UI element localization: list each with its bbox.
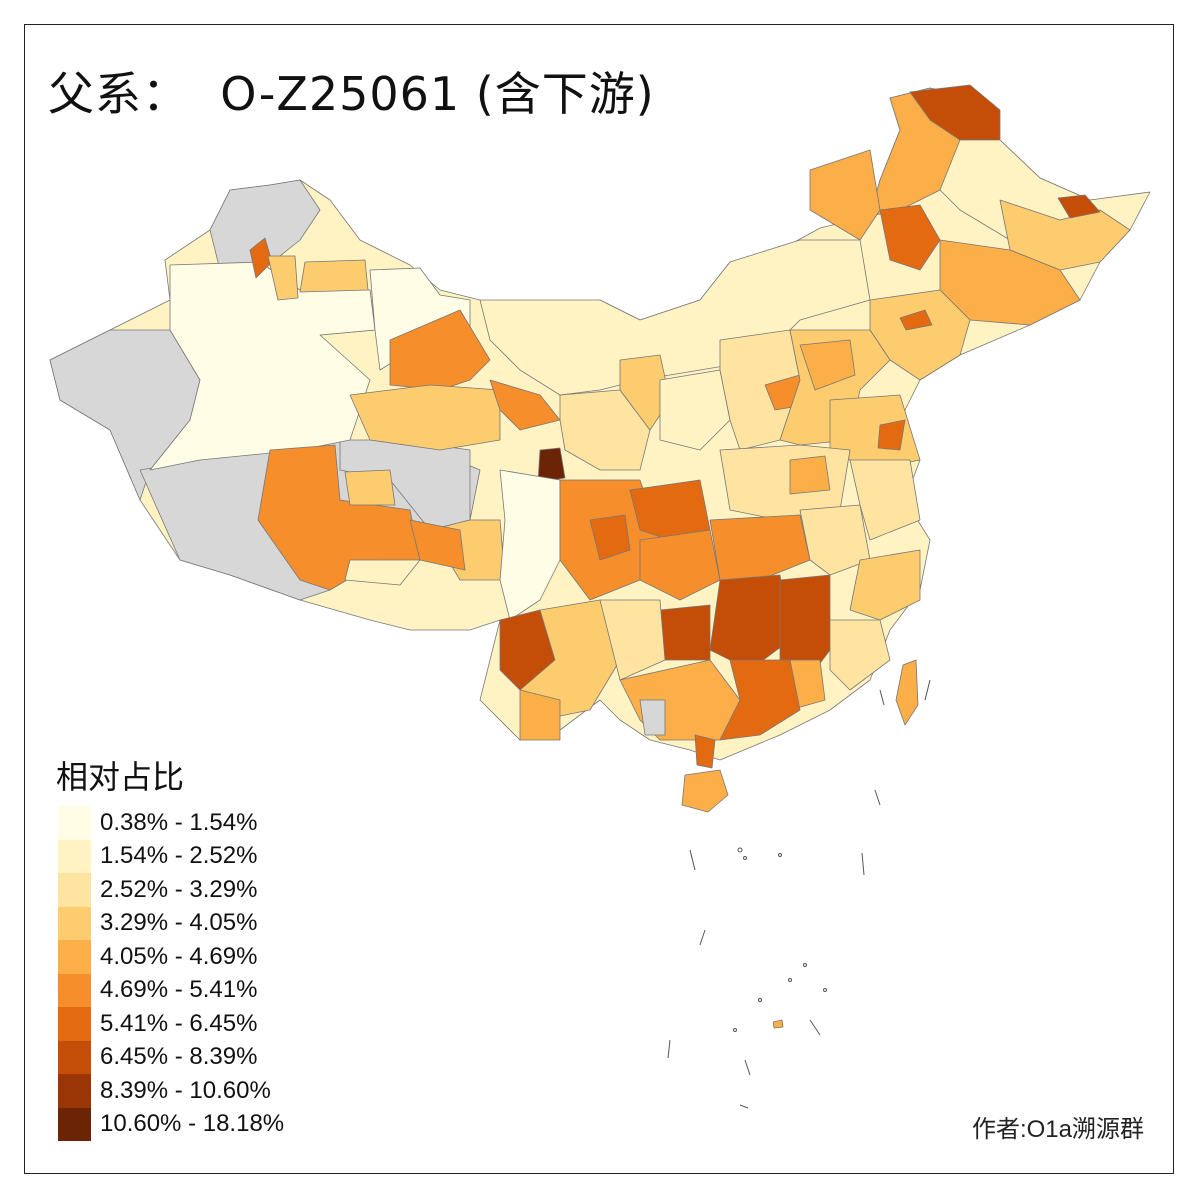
region-inner-mongolia-xingan xyxy=(879,204,941,271)
region-hubei xyxy=(709,514,811,581)
region-liaoning-chaoyang xyxy=(899,309,933,331)
region-tibet-qamdo xyxy=(409,519,466,571)
region-qinghai-xining xyxy=(537,447,566,483)
map-frame xyxy=(24,24,1174,1174)
region-shaanxi-south xyxy=(629,479,711,541)
region-shandong-qingdao xyxy=(877,419,906,451)
legend-row: 4.69% - 5.41% xyxy=(58,973,257,1007)
region-inner-mongolia-hulunbuir xyxy=(809,149,881,241)
legend-label: 5.41% - 6.45% xyxy=(100,1009,258,1037)
legend-label: 1.54% - 2.52% xyxy=(100,842,258,870)
region-yunnan-south xyxy=(519,689,561,741)
legend-label: 3.29% - 4.05% xyxy=(100,909,258,937)
legend: 0.38% - 1.54% 1.54% - 2.52% 2.52% - 3.29… xyxy=(58,806,284,1141)
legend-row: 3.29% - 4.05% xyxy=(58,906,257,940)
region-xinjiang-yili xyxy=(299,259,369,293)
region-anhui xyxy=(799,504,871,576)
legend-swatch xyxy=(58,940,91,974)
region-guangdong xyxy=(719,659,801,741)
legend-row: 4.05% - 4.69% xyxy=(58,940,257,974)
region-xinjiang-bortala xyxy=(267,255,299,301)
author-credit: 作者:O1a溯源群 xyxy=(971,1116,1144,1143)
legend-row: 2.52% - 3.29% xyxy=(58,873,257,907)
legend-label: 0.38% - 1.54% xyxy=(100,808,258,836)
region-hunan-north xyxy=(709,574,791,671)
region-inner-mongolia-west xyxy=(479,239,871,396)
region-heilongjiang-jixi xyxy=(1057,194,1101,219)
legend-swatch xyxy=(58,873,91,907)
south-china-sea-islands xyxy=(667,679,931,1109)
legend-label: 4.69% - 5.41% xyxy=(100,976,258,1004)
region-zhejiang xyxy=(849,549,921,621)
region-tibet-shannan xyxy=(344,559,421,586)
region-guangdong-zhanjiang xyxy=(694,734,716,769)
region-henan-zhoukou xyxy=(789,455,831,495)
region-sichuan-chengdu xyxy=(589,514,631,561)
region-guangxi-baise-nodata xyxy=(639,699,666,736)
region-qinghai-haixi xyxy=(349,384,501,451)
legend-label: 4.05% - 4.69% xyxy=(100,942,258,970)
legend-label: 2.52% - 3.29% xyxy=(100,875,258,903)
legend-swatch xyxy=(58,906,91,940)
legend-row: 5.41% - 6.45% xyxy=(58,1007,257,1041)
legend-swatch xyxy=(58,1074,91,1108)
legend-title: 相对占比 xyxy=(56,758,185,796)
region-tibet-nagqu xyxy=(344,469,396,506)
legend-label: 6.45% - 8.39% xyxy=(100,1043,258,1071)
legend-swatch xyxy=(58,973,91,1007)
region-gansu-jiuquan xyxy=(389,309,491,391)
region-chongqing xyxy=(639,529,721,601)
map-title: 父系： O-Z25061 (含下游) xyxy=(48,67,655,121)
legend-label: 8.39% - 10.60% xyxy=(100,1076,271,1104)
region-hainan xyxy=(681,769,729,813)
region-fujian xyxy=(829,619,891,691)
legend-row: 1.54% - 2.52% xyxy=(58,839,257,873)
legend-row: 10.60% - 18.18% xyxy=(58,1107,284,1141)
legend-swatch xyxy=(58,806,91,840)
legend-swatch xyxy=(58,1007,91,1041)
island-highlight xyxy=(772,1019,784,1029)
legend-swatch xyxy=(58,1040,91,1074)
legend-label: 10.60% - 18.18% xyxy=(100,1110,285,1138)
legend-swatch xyxy=(58,839,91,873)
region-hunan-west xyxy=(659,604,711,661)
legend-row: 8.39% - 10.60% xyxy=(58,1074,271,1108)
region-hebei-zhangjiakou xyxy=(799,339,856,391)
region-shaanxi-north xyxy=(659,369,731,451)
region-jiangsu xyxy=(849,459,921,541)
region-taiwan xyxy=(895,659,919,726)
region-guizhou xyxy=(599,599,666,681)
legend-swatch xyxy=(58,1107,91,1141)
legend-row: 0.38% - 1.54% xyxy=(58,806,257,840)
legend-row: 6.45% - 8.39% xyxy=(58,1040,257,1074)
region-gansu-wuwei xyxy=(489,379,561,431)
